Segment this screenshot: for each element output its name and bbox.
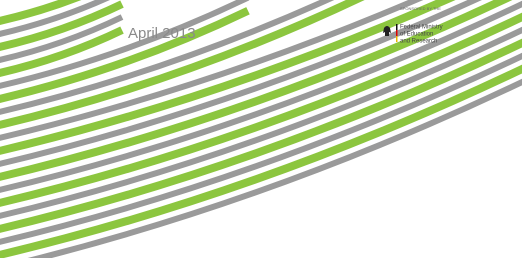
ministry-line: and Research: [400, 39, 437, 45]
flag-black: [396, 24, 398, 30]
page: {"date": "April 2013", "sponsor": {"labe…: [0, 0, 522, 258]
flag-red: [396, 30, 398, 36]
stripe-pattern: [0, 0, 522, 258]
sponsor-label: SPONSORED BY THE: [400, 6, 441, 11]
cover: April 2013 SPONSORED BY THE Federal Mini…: [0, 0, 522, 258]
date: April 2013: [128, 25, 196, 42]
flag-gold: [396, 36, 398, 42]
ministry-line: of Education: [400, 32, 433, 38]
ministry-line: Federal Ministry: [400, 25, 443, 31]
